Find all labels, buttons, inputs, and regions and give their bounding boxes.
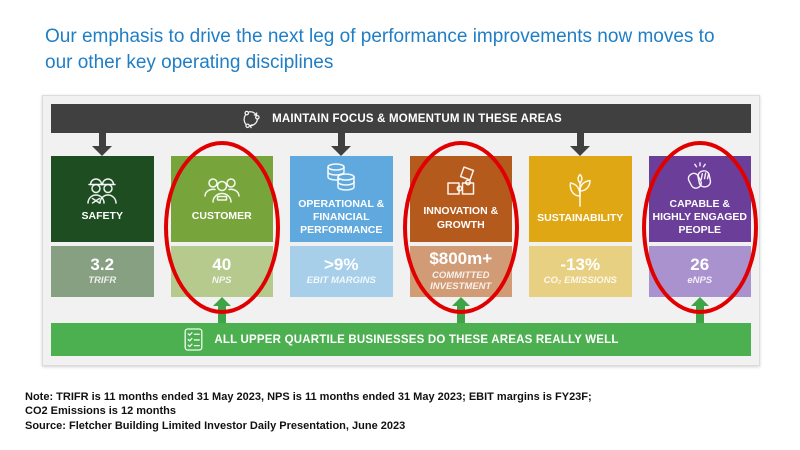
category-label: SAFETY [81, 209, 123, 222]
down-arrow [331, 133, 352, 156]
category-label: INNOVATION & GROWTH [423, 205, 499, 231]
category-label: OPERATIONAL & FINANCIAL PERFORMANCE [298, 197, 385, 237]
source-line: Source: Fletcher Building Limited Invest… [25, 419, 406, 432]
metric-value: 3.2 [90, 254, 115, 274]
up-arrow [212, 297, 231, 323]
column-operational-financial: OPERATIONAL & FINANCIAL PERFORMANCE >9% … [290, 156, 393, 297]
column-safety: SAFETY 3.2 TRIFR [51, 156, 154, 297]
category-label: CUSTOMER [191, 209, 252, 222]
metric-box-safety: 3.2 TRIFR [51, 246, 154, 297]
metric-value: 40 [212, 254, 232, 274]
top-banner: MAINTAIN FOCUS & MOMENTUM IN THESE AREAS [51, 104, 751, 133]
down-arrow [570, 133, 591, 156]
down-arrow [92, 133, 113, 156]
category-label: CAPABLE & HIGHLY ENGAGED PEOPLE [652, 197, 748, 237]
discipline-columns: SAFETY 3.2 TRIFR [51, 141, 758, 314]
column-sustainability: SUSTAINABILITY -13% CO₂ EMISSIONS [529, 156, 632, 297]
category-box-safety: SAFETY [51, 156, 154, 242]
puzzle-pieces-icon [444, 166, 478, 200]
metric-label: TRIFR [88, 275, 117, 287]
bottom-banner-label: ALL UPPER QUARTILE BUSINESSES DO THESE A… [214, 333, 619, 346]
metric-box-customer: 40 NPS [170, 246, 273, 297]
metric-value: $800m+ [429, 249, 493, 269]
category-box-operational: OPERATIONAL & FINANCIAL PERFORMANCE [290, 156, 393, 242]
construction-workers-icon [82, 175, 122, 205]
seedling-icon [565, 173, 595, 207]
up-arrows-row [51, 297, 751, 323]
note-line-2: CO2 Emissions is 12 months [25, 405, 176, 418]
metric-label: EBIT MARGINS [306, 275, 376, 287]
footnotes: Note: TRIFR is 11 months ended 31 May 20… [25, 390, 755, 433]
up-arrow [451, 297, 470, 323]
category-box-sustainability: SUSTAINABILITY [529, 156, 632, 242]
category-box-innovation: INNOVATION & GROWTH [409, 156, 512, 242]
cycle-arrows-icon [240, 108, 262, 130]
metric-label: NPS [211, 275, 232, 287]
metric-value: >9% [324, 254, 359, 274]
bottom-banner: ALL UPPER QUARTILE BUSINESSES DO THESE A… [51, 323, 751, 356]
down-arrows-row [51, 133, 751, 156]
slide-title: Our emphasis to drive the next leg of pe… [45, 26, 715, 73]
column-people: CAPABLE & HIGHLY ENGAGED PEOPLE 26 eNPS [641, 141, 758, 314]
note-line-1: Note: TRIFR is 11 months ended 31 May 20… [25, 391, 592, 403]
category-box-people: CAPABLE & HIGHLY ENGAGED PEOPLE [648, 156, 751, 242]
checklist-icon [183, 327, 204, 352]
metric-value: -13% [560, 254, 601, 274]
coin-stacks-icon [323, 161, 359, 193]
column-customer: CUSTOMER 40 NPS [163, 141, 280, 314]
top-banner-label: MAINTAIN FOCUS & MOMENTUM IN THESE AREAS [272, 112, 562, 125]
metric-label: COMMITTED INVESTMENT [430, 269, 492, 292]
category-label: SUSTAINABILITY [537, 211, 624, 224]
metric-box-operational: >9% EBIT MARGINS [290, 246, 393, 297]
metric-label: CO₂ EMISSIONS [543, 275, 617, 287]
category-box-customer: CUSTOMER [170, 156, 273, 242]
up-arrow [690, 297, 709, 323]
metric-value: 26 [690, 254, 710, 274]
metric-box-people: 26 eNPS [648, 246, 751, 297]
customer-group-icon [202, 175, 242, 205]
metric-box-sustainability: -13% CO₂ EMISSIONS [529, 246, 632, 297]
metric-label: eNPS [687, 275, 713, 287]
column-innovation-growth: INNOVATION & GROWTH $800m+ COMMITTED INV… [402, 141, 519, 314]
metric-box-innovation: $800m+ COMMITTED INVESTMENT [409, 246, 512, 297]
clapping-hands-icon [682, 161, 718, 193]
diagram-board: MAINTAIN FOCUS & MOMENTUM IN THESE AREAS [42, 95, 760, 366]
